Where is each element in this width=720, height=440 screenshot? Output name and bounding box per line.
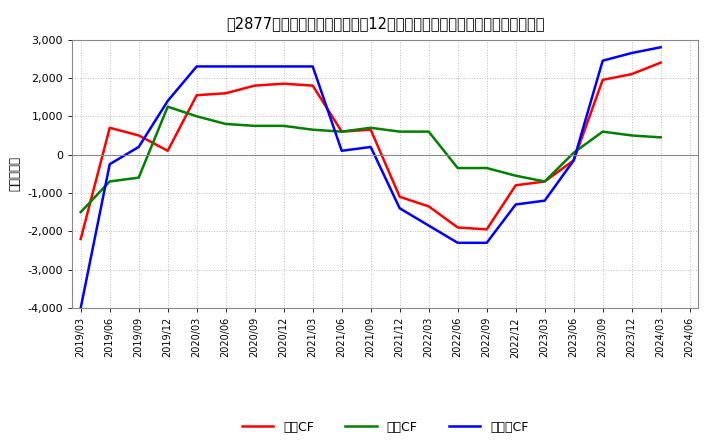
営業CF — [105, 125, 114, 130]
フリーCF — [541, 198, 549, 203]
営業CF — [221, 91, 230, 96]
投資CF — [105, 179, 114, 184]
投資CF — [192, 114, 201, 119]
営業CF — [251, 83, 259, 88]
営業CF — [338, 129, 346, 134]
フリーCF — [570, 158, 578, 163]
営業CF — [598, 77, 607, 82]
投資CF — [163, 104, 172, 109]
投資CF — [454, 165, 462, 171]
営業CF — [308, 83, 317, 88]
フリーCF — [424, 223, 433, 228]
投資CF — [598, 129, 607, 134]
フリーCF — [657, 44, 665, 50]
営業CF — [657, 60, 665, 65]
Title: ［2877］　キャッシュフローの12か月移動合計の対前年同期増減額の推移: ［2877］ キャッシュフローの12か月移動合計の対前年同期増減額の推移 — [226, 16, 544, 32]
Line: フリーCF: フリーCF — [81, 47, 661, 308]
フリーCF — [511, 202, 520, 207]
Line: 投資CF: 投資CF — [81, 106, 661, 212]
投資CF — [221, 121, 230, 127]
営業CF — [395, 194, 404, 199]
営業CF — [627, 71, 636, 77]
フリーCF — [454, 240, 462, 246]
営業CF — [541, 179, 549, 184]
フリーCF — [105, 161, 114, 167]
投資CF — [511, 173, 520, 178]
Line: 営業CF: 営業CF — [81, 62, 661, 239]
投資CF — [279, 123, 288, 128]
営業CF — [76, 236, 85, 242]
投資CF — [424, 129, 433, 134]
フリーCF — [482, 240, 491, 246]
投資CF — [657, 135, 665, 140]
営業CF — [279, 81, 288, 86]
フリーCF — [627, 50, 636, 55]
投資CF — [338, 129, 346, 134]
投資CF — [482, 165, 491, 171]
フリーCF — [598, 58, 607, 63]
営業CF — [135, 133, 143, 138]
フリーCF — [163, 98, 172, 103]
Legend: 営業CF, 投資CF, フリーCF: 営業CF, 投資CF, フリーCF — [237, 416, 534, 439]
営業CF — [570, 158, 578, 163]
営業CF — [192, 92, 201, 98]
フリーCF — [279, 64, 288, 69]
営業CF — [163, 148, 172, 154]
営業CF — [454, 225, 462, 230]
フリーCF — [395, 205, 404, 211]
投資CF — [251, 123, 259, 128]
フリーCF — [76, 305, 85, 311]
投資CF — [366, 125, 375, 130]
投資CF — [541, 179, 549, 184]
フリーCF — [221, 64, 230, 69]
営業CF — [366, 127, 375, 132]
フリーCF — [251, 64, 259, 69]
投資CF — [135, 175, 143, 180]
投資CF — [627, 133, 636, 138]
営業CF — [424, 204, 433, 209]
投資CF — [570, 150, 578, 155]
フリーCF — [192, 64, 201, 69]
フリーCF — [366, 144, 375, 150]
営業CF — [511, 183, 520, 188]
Y-axis label: （百万円）: （百万円） — [9, 156, 22, 191]
投資CF — [395, 129, 404, 134]
フリーCF — [338, 148, 346, 154]
投資CF — [76, 209, 85, 215]
フリーCF — [135, 144, 143, 150]
フリーCF — [308, 64, 317, 69]
投資CF — [308, 127, 317, 132]
営業CF — [482, 227, 491, 232]
